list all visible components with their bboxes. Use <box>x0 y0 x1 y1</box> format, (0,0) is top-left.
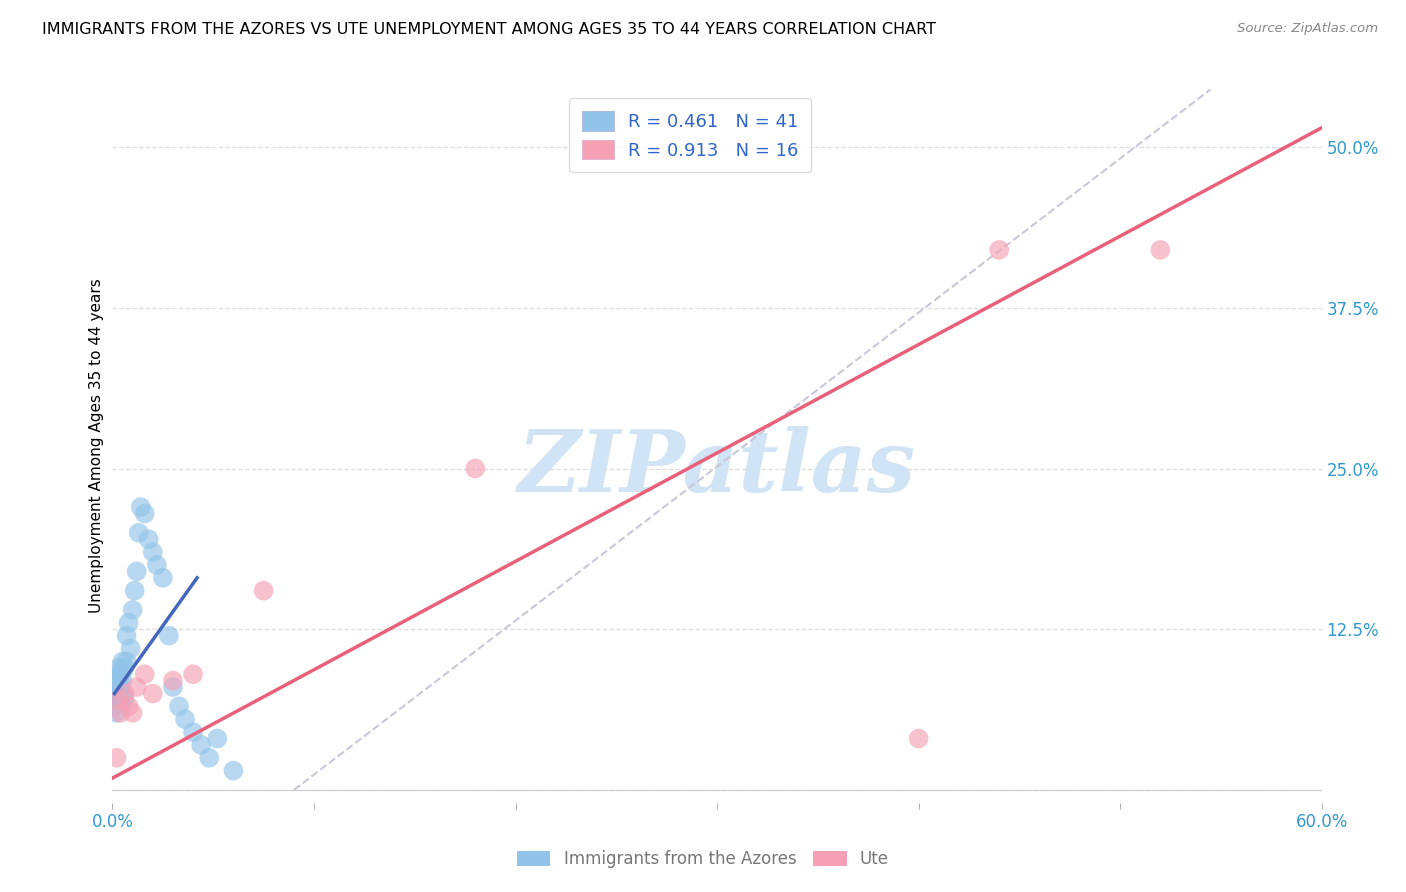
Point <box>181 667 204 681</box>
Point <box>1149 243 1171 257</box>
Point <box>110 706 132 720</box>
Legend: Immigrants from the Azores, Ute: Immigrants from the Azores, Ute <box>510 844 896 875</box>
Point <box>105 751 128 765</box>
Point <box>107 673 129 688</box>
Point <box>124 583 146 598</box>
Point <box>253 583 276 598</box>
Point <box>107 686 129 700</box>
Point <box>198 751 221 765</box>
Point <box>121 706 143 720</box>
Point <box>120 641 142 656</box>
Point <box>105 667 128 681</box>
Point <box>105 693 128 707</box>
Text: Source: ZipAtlas.com: Source: ZipAtlas.com <box>1237 22 1378 36</box>
Point <box>125 680 148 694</box>
Y-axis label: Unemployment Among Ages 35 to 44 years: Unemployment Among Ages 35 to 44 years <box>89 278 104 614</box>
Point <box>134 507 156 521</box>
Legend: R = 0.461   N = 41, R = 0.913   N = 16: R = 0.461 N = 41, R = 0.913 N = 16 <box>569 98 811 172</box>
Point <box>114 686 136 700</box>
Point <box>110 693 132 707</box>
Point <box>114 693 136 707</box>
Point <box>146 558 169 572</box>
Point <box>157 629 180 643</box>
Point <box>907 731 929 746</box>
Text: ZIPatlas: ZIPatlas <box>517 425 917 509</box>
Point <box>174 712 197 726</box>
Point <box>207 731 229 746</box>
Point <box>115 629 138 643</box>
Point <box>114 661 136 675</box>
Point <box>162 673 184 688</box>
Point <box>117 615 139 630</box>
Point <box>128 525 150 540</box>
Point <box>110 680 132 694</box>
Point <box>111 673 134 688</box>
Point <box>111 686 134 700</box>
Point <box>117 699 139 714</box>
Point <box>142 686 165 700</box>
Point <box>222 764 245 778</box>
Point <box>111 654 134 668</box>
Point <box>138 533 160 547</box>
Point <box>167 699 190 714</box>
Point <box>142 545 165 559</box>
Point <box>129 500 152 514</box>
Point <box>110 667 132 681</box>
Point <box>134 667 156 681</box>
Point <box>988 243 1011 257</box>
Point <box>103 686 125 700</box>
Point <box>105 706 128 720</box>
Point <box>107 693 129 707</box>
Point <box>105 680 128 694</box>
Point <box>190 738 212 752</box>
Point <box>162 680 184 694</box>
Text: IMMIGRANTS FROM THE AZORES VS UTE UNEMPLOYMENT AMONG AGES 35 TO 44 YEARS CORRELA: IMMIGRANTS FROM THE AZORES VS UTE UNEMPL… <box>42 22 936 37</box>
Point <box>107 661 129 675</box>
Point <box>115 654 138 668</box>
Point <box>181 725 204 739</box>
Point <box>121 603 143 617</box>
Point <box>464 461 486 475</box>
Point <box>125 565 148 579</box>
Point <box>152 571 174 585</box>
Point <box>103 673 125 688</box>
Point <box>103 699 125 714</box>
